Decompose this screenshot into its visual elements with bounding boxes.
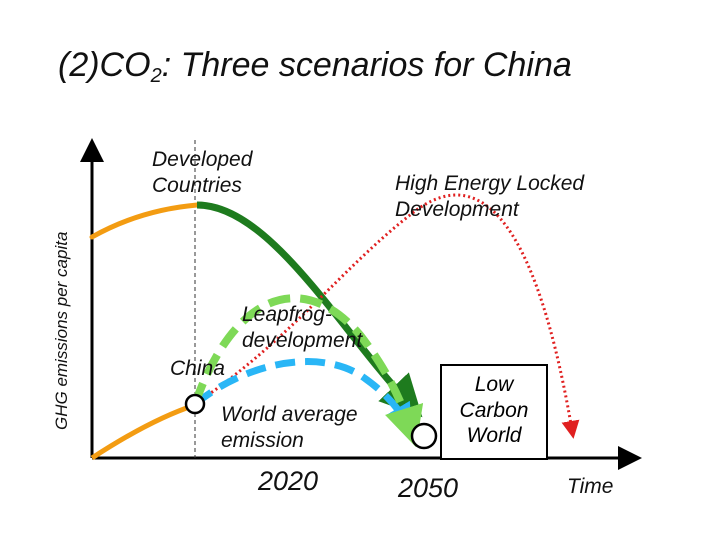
low-carbon-target-marker xyxy=(410,422,438,450)
high-energy-label: High Energy Locked Development xyxy=(395,172,585,221)
china-historical-curve xyxy=(90,402,196,461)
low-carbon-world-box: Low Carbon World xyxy=(440,364,548,460)
tick-2050: 2050 xyxy=(398,473,459,503)
leapfrog-arrow xyxy=(191,294,424,448)
tick-2020: 2020 xyxy=(258,466,319,496)
leapfrog-label: Leapfrog- development xyxy=(242,303,363,352)
developed-countries-label: Developed Countries xyxy=(152,148,253,197)
world-average-arrow xyxy=(192,358,413,433)
world-average-label: World average emission xyxy=(221,403,358,452)
china-today-marker xyxy=(184,393,206,415)
high-energy-arrow xyxy=(194,193,580,439)
page-title: (2)CO2: Three scenarios for China xyxy=(58,46,572,87)
x-axis-label: Time xyxy=(567,475,614,498)
developed-historical-curve xyxy=(89,202,200,240)
china-label: China xyxy=(170,357,225,380)
